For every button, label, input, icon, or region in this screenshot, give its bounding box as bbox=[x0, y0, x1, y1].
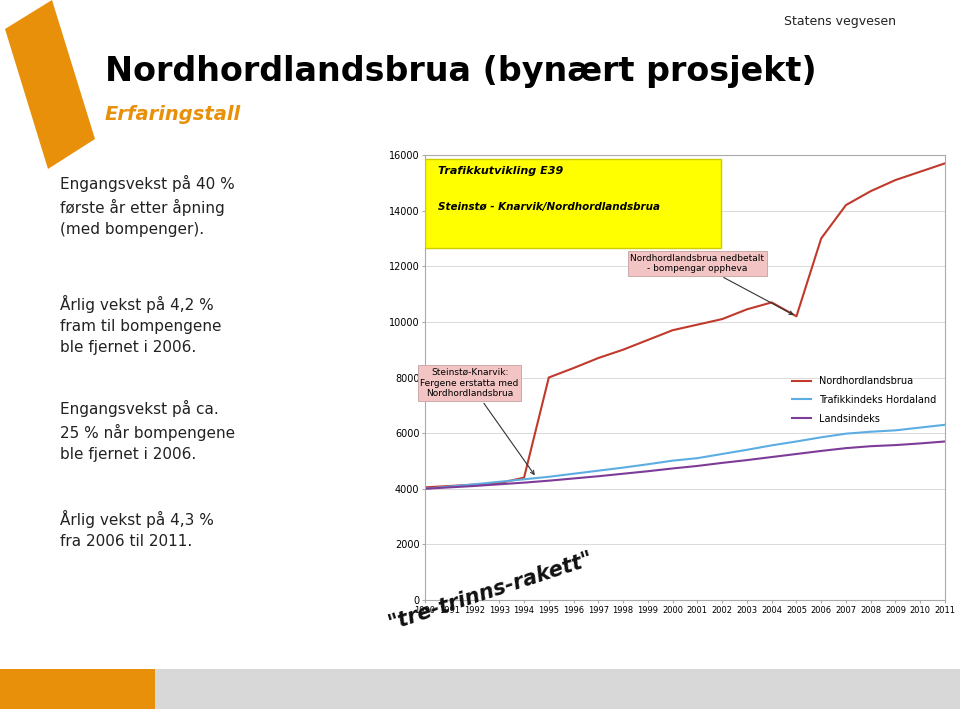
Landsindeks bbox=[567, 474, 579, 483]
Text: Statens vegvesen: Statens vegvesen bbox=[784, 15, 896, 28]
Text: Nordhordlandsbrua (bynært prosjekt): Nordhordlandsbrua (bynært prosjekt) bbox=[105, 55, 817, 88]
Nordhordlandsbrua bbox=[543, 373, 555, 381]
Text: Engangsvekst på ca.
25 % når bompengene
ble fjernet i 2006.: Engangsvekst på ca. 25 % når bompengene … bbox=[60, 400, 235, 462]
Landsindeks bbox=[766, 453, 778, 462]
Nordhordlandsbrua bbox=[691, 320, 703, 329]
Trafikkindeks Hordaland bbox=[493, 478, 505, 486]
Text: Årlig vekst på 4,2 %
fram til bompengene
ble fjernet i 2006.: Årlig vekst på 4,2 % fram til bompengene… bbox=[60, 295, 222, 355]
Nordhordlandsbrua bbox=[592, 354, 604, 362]
Text: Steinstø-Knarvik:
Fergene erstatta med
Nordhordlandsbrua: Steinstø-Knarvik: Fergene erstatta med N… bbox=[420, 368, 534, 474]
Trafikkindeks Hordaland bbox=[840, 430, 852, 438]
Landsindeks bbox=[840, 444, 852, 452]
Trafikkindeks Hordaland bbox=[444, 482, 456, 491]
Legend: Nordhordlandsbrua, Trafikkindeks Hordaland, Landsindeks: Nordhordlandsbrua, Trafikkindeks Hordala… bbox=[788, 372, 940, 428]
Bar bbox=[0, 669, 155, 709]
Landsindeks bbox=[444, 483, 456, 491]
Trafikkindeks Hordaland bbox=[791, 437, 803, 446]
Landsindeks bbox=[667, 464, 679, 473]
Trafikkindeks Hordaland bbox=[865, 428, 876, 436]
Trafikkindeks Hordaland bbox=[667, 457, 679, 465]
Line: Trafikkindeks Hordaland: Trafikkindeks Hordaland bbox=[425, 425, 945, 489]
Landsindeks bbox=[741, 456, 753, 464]
Nordhordlandsbrua bbox=[567, 364, 579, 372]
Landsindeks bbox=[791, 450, 803, 458]
Landsindeks bbox=[543, 476, 555, 485]
Nordhordlandsbrua bbox=[642, 335, 654, 344]
Trafikkindeks Hordaland bbox=[567, 469, 579, 478]
Nordhordlandsbrua bbox=[493, 479, 505, 488]
Nordhordlandsbrua bbox=[617, 345, 629, 354]
Landsindeks bbox=[939, 437, 950, 446]
Text: Trafikkutvikling E39: Trafikkutvikling E39 bbox=[438, 166, 564, 176]
Landsindeks bbox=[592, 472, 604, 481]
Landsindeks bbox=[617, 469, 629, 478]
Text: Nordhordlandsbrua nedbetalt
- bompengar oppheva: Nordhordlandsbrua nedbetalt - bompengar … bbox=[631, 254, 793, 314]
Text: Steinstø - Knarvik/Nordhordlandsbrua: Steinstø - Knarvik/Nordhordlandsbrua bbox=[438, 202, 660, 212]
FancyBboxPatch shape bbox=[425, 160, 721, 248]
Trafikkindeks Hordaland bbox=[741, 445, 753, 454]
Landsindeks bbox=[915, 439, 926, 447]
Text: Engangsvekst på 40 %
første år etter åpning
(med bompenger).: Engangsvekst på 40 % første år etter åpn… bbox=[60, 175, 235, 237]
Nordhordlandsbrua bbox=[444, 481, 456, 490]
Text: "tre-trinns-rakett": "tre-trinns-rakett" bbox=[385, 549, 595, 634]
Bar bbox=[155, 669, 960, 709]
Landsindeks bbox=[420, 484, 431, 493]
Nordhordlandsbrua bbox=[890, 176, 901, 184]
Landsindeks bbox=[865, 442, 876, 450]
Nordhordlandsbrua bbox=[840, 201, 852, 209]
Trafikkindeks Hordaland bbox=[815, 433, 827, 442]
Nordhordlandsbrua bbox=[518, 474, 530, 482]
Landsindeks bbox=[815, 447, 827, 455]
Text: Erfaringstall: Erfaringstall bbox=[105, 105, 241, 124]
Landsindeks bbox=[691, 462, 703, 470]
Nordhordlandsbrua bbox=[815, 234, 827, 242]
Landsindeks bbox=[890, 441, 901, 450]
Line: Landsindeks: Landsindeks bbox=[425, 442, 945, 489]
Nordhordlandsbrua bbox=[420, 483, 431, 491]
Trafikkindeks Hordaland bbox=[592, 467, 604, 475]
Nordhordlandsbrua bbox=[667, 326, 679, 335]
Landsindeks bbox=[716, 459, 728, 467]
Text: Årlig vekst på 4,3 %
fra 2006 til 2011.: Årlig vekst på 4,3 % fra 2006 til 2011. bbox=[60, 510, 214, 549]
Trafikkindeks Hordaland bbox=[939, 420, 950, 429]
Nordhordlandsbrua bbox=[468, 480, 480, 489]
Nordhordlandsbrua bbox=[915, 167, 926, 176]
Landsindeks bbox=[468, 481, 480, 490]
Text: Ferjefri E39 – Samfunn: Ferjefri E39 – Samfunn bbox=[793, 682, 950, 696]
Landsindeks bbox=[493, 480, 505, 489]
Trafikkindeks Hordaland bbox=[468, 480, 480, 489]
Trafikkindeks Hordaland bbox=[420, 484, 431, 493]
Trafikkindeks Hordaland bbox=[691, 454, 703, 462]
Trafikkindeks Hordaland bbox=[642, 460, 654, 469]
Nordhordlandsbrua bbox=[939, 159, 950, 167]
Nordhordlandsbrua bbox=[791, 312, 803, 320]
Trafikkindeks Hordaland bbox=[766, 441, 778, 450]
Line: Nordhordlandsbrua: Nordhordlandsbrua bbox=[425, 163, 945, 487]
Trafikkindeks Hordaland bbox=[543, 472, 555, 481]
Nordhordlandsbrua bbox=[865, 187, 876, 196]
Landsindeks bbox=[518, 479, 530, 487]
Trafikkindeks Hordaland bbox=[716, 450, 728, 458]
Nordhordlandsbrua bbox=[716, 315, 728, 323]
Trafikkindeks Hordaland bbox=[890, 426, 901, 435]
Polygon shape bbox=[5, 0, 95, 169]
Nordhordlandsbrua bbox=[766, 298, 778, 307]
Nordhordlandsbrua bbox=[741, 305, 753, 313]
Trafikkindeks Hordaland bbox=[518, 475, 530, 484]
Trafikkindeks Hordaland bbox=[915, 423, 926, 432]
Landsindeks bbox=[642, 467, 654, 476]
Trafikkindeks Hordaland bbox=[617, 464, 629, 472]
